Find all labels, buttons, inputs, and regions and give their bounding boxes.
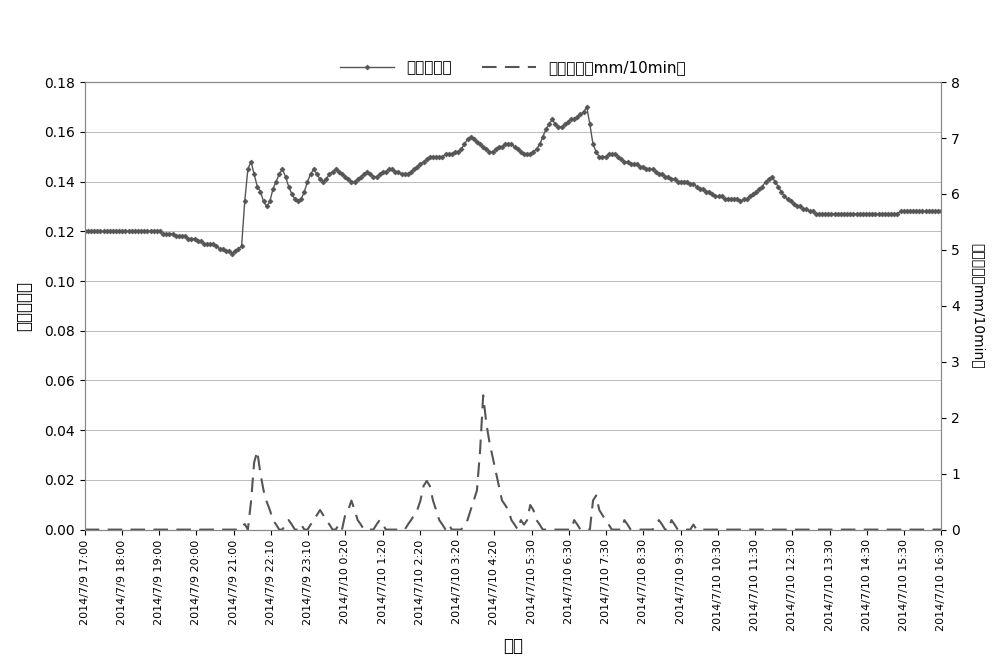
Line: 降雨强度（mm/10min）: 降雨强度（mm/10min）	[85, 395, 941, 529]
Line: 体积含水量: 体积含水量	[83, 105, 943, 255]
体积含水量	[935, 208, 947, 216]
Legend: 体积含水量, 降雨强度（mm/10min）: 体积含水量, 降雨强度（mm/10min）	[334, 54, 692, 81]
体积含水量	[314, 175, 326, 183]
体积含水量	[226, 250, 238, 258]
降雨强度（mm/10min）	[418, 482, 430, 490]
体积含水量	[822, 210, 834, 218]
降雨强度（mm/10min）	[477, 391, 489, 399]
Y-axis label: 降雨强度（mm/10min）: 降雨强度（mm/10min）	[971, 243, 985, 368]
降雨强度（mm/10min）	[151, 525, 163, 533]
降雨强度（mm/10min）	[819, 525, 831, 533]
体积含水量	[79, 227, 91, 235]
体积含水量	[421, 155, 433, 163]
降雨强度（mm/10min）	[756, 525, 768, 533]
降雨强度（mm/10min）	[79, 525, 91, 533]
降雨强度（mm/10min）	[935, 525, 947, 533]
体积含水量	[760, 178, 772, 186]
X-axis label: 时间: 时间	[503, 637, 523, 655]
体积含水量	[681, 178, 693, 186]
Y-axis label: 体积含水量: 体积含水量	[15, 281, 33, 331]
降雨强度（mm/10min）	[678, 525, 690, 533]
体积含水量	[151, 227, 163, 235]
降雨强度（mm/10min）	[311, 511, 323, 519]
体积含水量	[581, 103, 593, 111]
